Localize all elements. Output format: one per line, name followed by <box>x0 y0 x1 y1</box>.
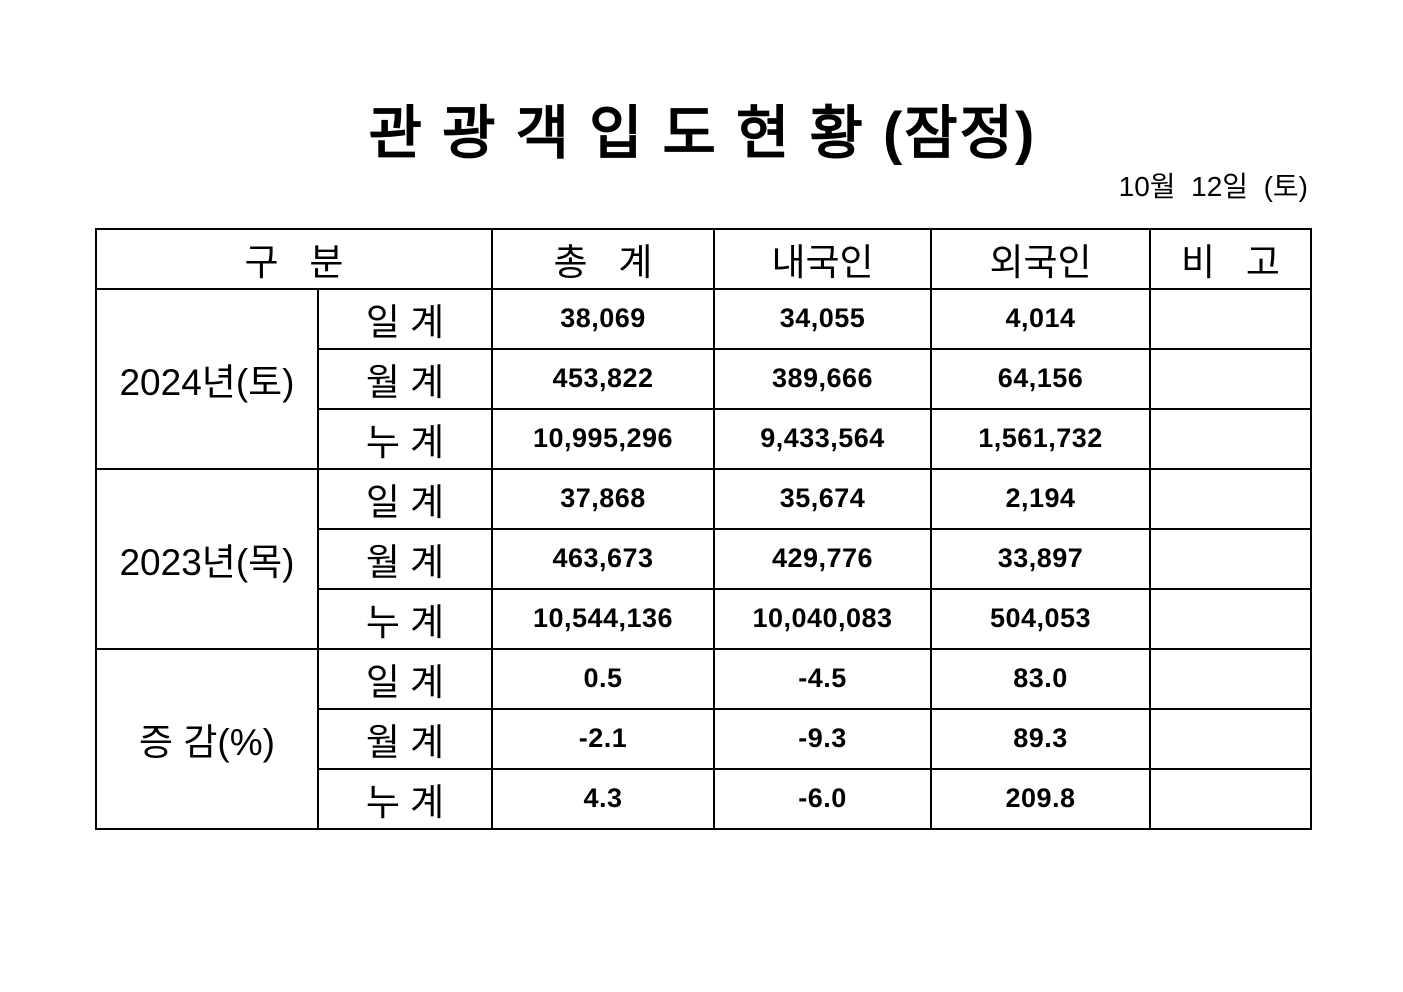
row-label-monthly: 월 계 <box>316 707 494 770</box>
header-domestic: 내국인 <box>713 227 933 290</box>
row-label-daily: 일 계 <box>316 647 494 710</box>
group-change-label: 증 감(%) <box>95 647 319 830</box>
row-label-cumulative: 누 계 <box>316 587 494 650</box>
table-row: 월 계 453,822 389,666 64,156 <box>96 347 1313 410</box>
document-content: 관 광 객 입 도 현 황 (잠정) 10월 12일 (토) 구 분 총 계 내… <box>94 0 1313 830</box>
cell-domestic: -4.5 <box>713 647 933 710</box>
group-2023-label: 2023년(목) <box>95 467 319 650</box>
cell-total: 0.5 <box>491 647 716 710</box>
cell-domestic: 34,055 <box>713 287 933 350</box>
row-label-cumulative: 누 계 <box>316 407 494 470</box>
cell-remarks <box>1149 527 1313 590</box>
cell-foreign: 64,156 <box>930 347 1152 410</box>
cell-remarks <box>1149 647 1313 710</box>
cell-foreign: 4,014 <box>930 287 1152 350</box>
cell-total: 10,544,136 <box>491 587 716 650</box>
cell-foreign: 504,053 <box>930 587 1152 650</box>
cell-domestic: 9,433,564 <box>713 407 933 470</box>
cell-remarks <box>1149 707 1313 770</box>
cell-remarks <box>1149 347 1313 410</box>
table-row: 누 계 4.3 -6.0 209.8 <box>96 767 1313 830</box>
cell-foreign: 83.0 <box>930 647 1152 710</box>
header-total: 총 계 <box>491 227 716 290</box>
row-label-monthly: 월 계 <box>316 527 494 590</box>
group-2024-label: 2024년(토) <box>95 287 319 470</box>
cell-domestic: -9.3 <box>713 707 933 770</box>
cell-total: 4.3 <box>491 767 716 830</box>
cell-foreign: 89.3 <box>930 707 1152 770</box>
cell-domestic: 389,666 <box>713 347 933 410</box>
cell-domestic: 35,674 <box>713 467 933 530</box>
cell-foreign: 209.8 <box>930 767 1152 830</box>
cell-remarks <box>1149 287 1313 350</box>
header-remarks: 비 고 <box>1149 227 1313 290</box>
row-label-daily: 일 계 <box>316 467 494 530</box>
cell-remarks <box>1149 587 1313 650</box>
table-row: 2024년(토) 일 계 38,069 34,055 4,014 <box>95 287 1313 470</box>
cell-total: 38,069 <box>491 287 716 350</box>
table-row: 2023년(목) 일 계 37,868 35,674 2,194 <box>95 467 1313 650</box>
header-foreign: 외국인 <box>930 227 1152 290</box>
cell-domestic: 429,776 <box>713 527 933 590</box>
header-category: 구 분 <box>94 227 494 290</box>
cell-total: 463,673 <box>491 527 716 590</box>
cell-foreign: 2,194 <box>930 467 1152 530</box>
table-row: 증 감(%) 일 계 0.5 -4.5 83.0 <box>95 647 1313 830</box>
table-row: 누 계 10,995,296 9,433,564 1,561,732 <box>96 407 1313 470</box>
cell-total: 10,995,296 <box>491 407 716 470</box>
cell-foreign: 33,897 <box>930 527 1152 590</box>
cell-foreign: 1,561,732 <box>930 407 1152 470</box>
row-label-monthly: 월 계 <box>316 347 494 410</box>
cell-domestic: -6.0 <box>713 767 933 830</box>
table-header-row: 구 분 총 계 내국인 외국인 비 고 <box>94 227 1313 290</box>
cell-remarks <box>1149 767 1313 830</box>
cell-domestic: 10,040,083 <box>713 587 933 650</box>
table-row: 월 계 -2.1 -9.3 89.3 <box>96 707 1313 770</box>
row-label-cumulative: 누 계 <box>316 767 494 830</box>
cell-total: 453,822 <box>491 347 716 410</box>
tourist-arrival-table: 구 분 총 계 내국인 외국인 비 고 2024년(토) 일 계 38,069 … <box>94 227 1313 830</box>
page-title: 관 광 객 입 도 현 황 (잠정) <box>368 101 1037 166</box>
cell-remarks <box>1149 467 1313 530</box>
cell-total: 37,868 <box>491 467 716 530</box>
table-row: 월 계 463,673 429,776 33,897 <box>96 527 1313 590</box>
table-row: 누 계 10,544,136 10,040,083 504,053 <box>96 587 1313 650</box>
cell-total: -2.1 <box>491 707 716 770</box>
row-label-daily: 일 계 <box>316 287 494 350</box>
cell-remarks <box>1149 407 1313 470</box>
date-label: 10월 12일 (토) <box>1118 170 1308 202</box>
